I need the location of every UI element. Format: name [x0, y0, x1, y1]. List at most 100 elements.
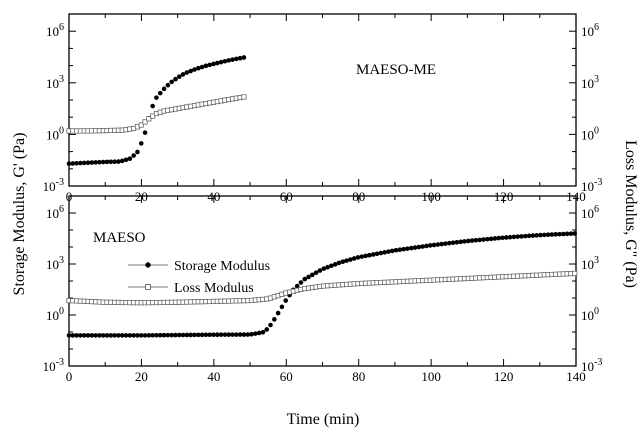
data-point-storage-bottom [85, 333, 91, 338]
data-point-storage-top [188, 68, 193, 74]
data-point-storage-bottom [78, 333, 83, 338]
data-point-storage-bottom [473, 237, 479, 243]
data-point-storage-top [226, 58, 232, 63]
data-point-storage-bottom [321, 266, 327, 271]
data-point-storage-bottom [427, 243, 433, 248]
data-point-storage-bottom [142, 333, 148, 338]
data-point-storage-bottom [435, 242, 441, 247]
data-point-storage-bottom [481, 237, 486, 242]
data-point-storage-top [154, 95, 159, 100]
data-point-storage-bottom [157, 332, 163, 338]
data-point-storage-bottom [150, 332, 155, 338]
data-point-storage-bottom [382, 250, 387, 255]
data-point-storage-bottom [515, 234, 520, 239]
data-point-storage-bottom [416, 244, 422, 250]
x-tick-label-bottom: 140 [566, 369, 586, 384]
y-axis-title-right: Loss Modulus, G" (Pa) [622, 140, 639, 288]
y-tick-label-right-bottom: 100 [581, 306, 599, 323]
data-point-storage-top [192, 67, 197, 72]
data-point-storage-top [100, 159, 106, 165]
data-point-storage-top [234, 56, 239, 62]
data-point-loss-top [138, 122, 144, 128]
data-point-storage-bottom [325, 264, 330, 270]
data-point-storage-bottom [351, 256, 357, 261]
data-point-storage-top [131, 153, 136, 158]
data-point-storage-bottom [386, 249, 391, 254]
data-point-storage-bottom [488, 236, 494, 242]
data-point-storage-bottom [439, 241, 444, 247]
data-point-storage-bottom [492, 236, 498, 241]
data-point-storage-top [161, 86, 167, 92]
data-point-storage-bottom [89, 333, 95, 338]
data-point-storage-bottom [256, 330, 262, 336]
data-point-storage-top [138, 141, 144, 146]
data-point-storage-bottom [450, 240, 456, 246]
data-point-storage-top [199, 64, 205, 70]
data-point-storage-bottom [363, 253, 368, 259]
data-point-storage-bottom [70, 333, 76, 338]
data-point-storage-bottom [507, 234, 513, 240]
data-point-storage-bottom [378, 250, 384, 256]
data-point-storage-top [237, 55, 243, 61]
data-point-storage-bottom [401, 246, 406, 252]
data-point-storage-bottom [503, 235, 509, 240]
data-point-storage-bottom [260, 329, 266, 335]
data-point-storage-top [93, 160, 98, 165]
data-point-storage-bottom [511, 234, 517, 240]
x-tick-label-bottom: 40 [207, 369, 220, 384]
data-point-storage-bottom [97, 333, 102, 338]
data-point-storage-bottom [538, 232, 543, 238]
data-point-storage-bottom [443, 241, 448, 246]
data-point-loss-top [241, 94, 247, 100]
data-point-storage-top [218, 59, 224, 65]
data-point-storage-bottom [234, 332, 239, 337]
y-tick-label-right-top: 10-3 [581, 177, 602, 194]
data-point-storage-bottom [549, 232, 555, 237]
data-point-storage-bottom [355, 255, 361, 260]
y-tick-label-left-top: 10-3 [43, 177, 64, 194]
data-point-storage-bottom [332, 262, 338, 267]
y-tick-label-left-top: 100 [46, 125, 64, 142]
y-tick-label-left-top: 103 [46, 74, 64, 91]
data-point-storage-top [211, 61, 216, 67]
data-point-storage-top [180, 72, 186, 77]
legend: Storage Modulus Loss Modulus [128, 259, 270, 296]
data-point-storage-bottom [572, 231, 578, 236]
data-point-loss-bottom [572, 270, 578, 276]
plot-layer: 10-3 10-3 100 100 103 103 106 106 0 20 40 60 80 100 12… [43, 13, 602, 384]
data-point-storage-bottom [412, 245, 418, 250]
data-point-storage-bottom [188, 332, 193, 338]
y-tick-label-left-bottom: 100 [46, 306, 64, 323]
data-point-storage-top [184, 70, 190, 75]
data-point-storage-top [142, 130, 148, 135]
data-point-storage-bottom [310, 272, 315, 278]
data-point-storage-bottom [173, 332, 178, 338]
data-point-storage-bottom [135, 333, 140, 338]
data-point-storage-bottom [446, 240, 452, 246]
data-point-storage-bottom [66, 333, 72, 338]
data-point-storage-bottom [119, 333, 125, 338]
data-point-storage-bottom [302, 276, 308, 282]
y-tick-label-left-bottom: 10-3 [43, 357, 64, 374]
data-point-storage-bottom [222, 332, 228, 337]
data-point-storage-bottom [127, 333, 133, 338]
y-tick-label-right-bottom: 106 [581, 204, 599, 221]
data-point-storage-bottom [207, 332, 212, 338]
data-point-storage-bottom [564, 231, 570, 237]
data-point-storage-bottom [329, 263, 334, 269]
data-point-storage-bottom [165, 332, 171, 338]
plot-frame-bottom [68, 195, 577, 367]
data-point-storage-bottom [116, 333, 121, 338]
data-point-storage-bottom [545, 232, 551, 238]
data-point-storage-bottom [275, 310, 281, 316]
data-point-storage-bottom [367, 252, 372, 258]
legend-entry-storage: Storage Modulus [128, 259, 270, 274]
y-tick-label-left-bottom: 106 [46, 204, 64, 221]
data-point-storage-top [104, 159, 110, 165]
x-tick-label-bottom: 100 [421, 369, 441, 384]
data-point-storage-bottom [393, 247, 399, 253]
data-point-storage-bottom [477, 237, 482, 243]
legend-label-loss: Loss Modulus [174, 281, 254, 296]
legend-label-storage: Storage Modulus [174, 259, 270, 274]
